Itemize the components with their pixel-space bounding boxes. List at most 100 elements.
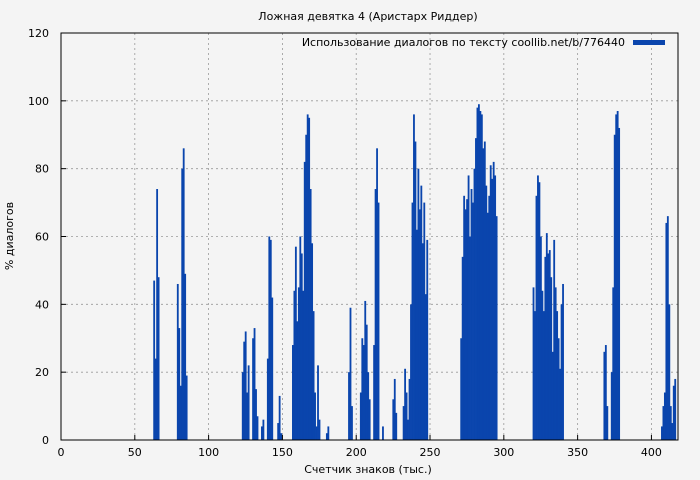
data-bar [606, 406, 609, 440]
data-bar [256, 416, 259, 440]
y-tick-label: 120 [28, 27, 49, 40]
data-bar [306, 114, 309, 441]
data-bar [666, 216, 669, 440]
data-bar [618, 127, 621, 440]
data-bar [178, 328, 181, 440]
data-bar [495, 216, 498, 440]
y-tick-label: 20 [35, 366, 49, 379]
data-bar [466, 199, 469, 440]
data-bar [266, 358, 269, 440]
y-tick-label: 100 [28, 95, 49, 108]
data-bar [361, 338, 364, 440]
data-bar [359, 392, 362, 440]
data-bar [376, 148, 378, 441]
data-bar [309, 189, 312, 440]
data-bar [368, 399, 371, 440]
data-bar [424, 294, 427, 440]
data-bar [246, 392, 249, 440]
data-bar [269, 239, 272, 440]
data-bar [184, 273, 187, 440]
data-bar [671, 423, 674, 440]
data-bar [243, 341, 246, 440]
data-bar [463, 195, 466, 440]
data-bar [489, 165, 492, 440]
data-bar [262, 419, 265, 440]
x-tick-label: 50 [128, 446, 142, 459]
data-bar [544, 256, 547, 440]
data-bar [604, 345, 607, 440]
data-bar [550, 277, 553, 440]
data-bar [542, 311, 545, 440]
data-bar [603, 351, 606, 440]
data-bar [557, 338, 560, 440]
data-bar [460, 338, 463, 440]
data-bar [255, 389, 257, 440]
data-bar [181, 168, 184, 440]
data-bar [407, 419, 409, 440]
data-bar [179, 385, 182, 440]
data-bar [479, 111, 482, 440]
data-bar [469, 236, 471, 440]
data-bar [311, 243, 314, 440]
data-bar [532, 287, 535, 440]
x-tick-label: 250 [420, 446, 441, 459]
data-bar [300, 253, 303, 440]
data-bar [534, 311, 536, 440]
data-bar [553, 239, 556, 440]
data-bar [365, 324, 368, 440]
data-bar [405, 392, 408, 440]
ticks: 0 50 100 150 200 250 300 350 400 0 20 40 60 80 100 120 [28, 27, 662, 459]
data-bar [362, 345, 365, 440]
data-bar [157, 277, 160, 440]
data-bar [415, 229, 418, 440]
data-bar [420, 185, 423, 440]
data-bar [241, 372, 244, 440]
x-tick-label: 150 [272, 446, 293, 459]
data-bar [392, 399, 395, 440]
data-bar [470, 189, 473, 440]
x-tick-label: 400 [641, 446, 662, 459]
data-bar [615, 114, 618, 441]
data-bar [417, 168, 420, 440]
data-bar [302, 290, 305, 440]
data-bar [312, 311, 315, 440]
data-bar [610, 372, 613, 440]
data-bar [488, 195, 491, 440]
data-bar [612, 287, 615, 440]
data-bar [674, 378, 677, 440]
chart-title: Ложная девятка 4 (Аристарх Риддер) [258, 10, 477, 23]
data-bar [461, 256, 464, 440]
data-bar [562, 283, 564, 440]
data-bar [252, 338, 254, 440]
data-bar [483, 141, 486, 441]
data-bar [271, 297, 274, 440]
legend: Использование диалогов по тексту coollib… [302, 36, 665, 49]
data-bar [244, 331, 247, 440]
x-tick-label: 300 [493, 446, 514, 459]
data-bar [297, 287, 300, 440]
data-bar [472, 202, 474, 440]
data-bar [535, 195, 538, 440]
legend-label: Использование диалогов по тексту coollib… [302, 36, 625, 49]
data-bar [349, 307, 352, 440]
y-tick-label: 0 [42, 434, 49, 447]
data-bar [538, 182, 541, 440]
data-bar [541, 290, 544, 440]
data-bar [315, 426, 318, 440]
data-bar [377, 202, 380, 440]
data-bar [156, 189, 159, 440]
data-bar [418, 209, 421, 440]
data-bar [613, 134, 616, 440]
data-bar [408, 378, 411, 440]
data-bar [308, 117, 311, 441]
data-bar [303, 161, 306, 440]
data-bar [277, 423, 280, 440]
data-bar [410, 304, 412, 440]
data-bar [261, 426, 263, 440]
data-bar [475, 138, 477, 440]
data-bar [547, 253, 550, 440]
data-bar [402, 406, 405, 440]
data-bar [374, 189, 377, 440]
data-bar [268, 236, 271, 440]
